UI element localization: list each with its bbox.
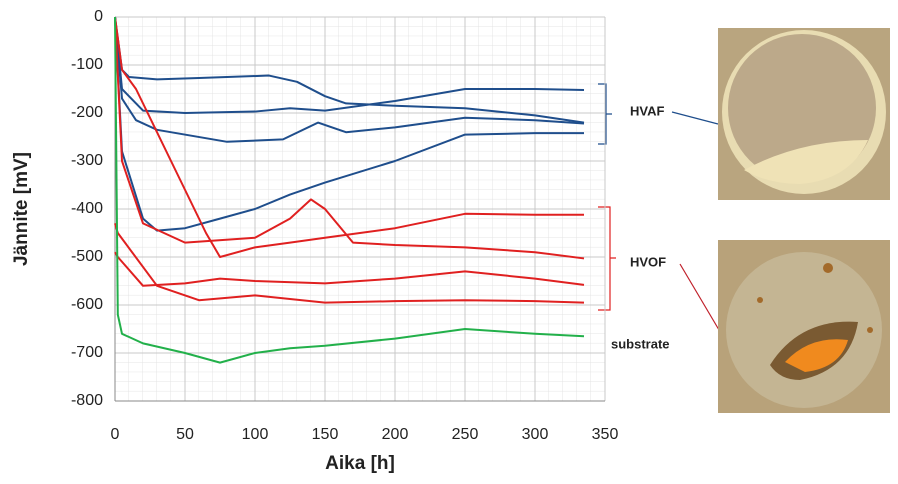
x-tick-label: 250	[452, 426, 479, 443]
hvaf-bracket	[598, 83, 612, 145]
hvaf-connector	[671, 111, 719, 125]
x-tick-label: 100	[242, 426, 269, 443]
series-line	[114, 16, 584, 258]
series-line	[114, 16, 585, 364]
series-line	[114, 16, 585, 260]
series-line	[114, 223, 585, 304]
x-tick-label: 0	[111, 426, 120, 443]
y-tick-label: -400	[71, 200, 103, 217]
y-tick-label: -200	[71, 104, 103, 121]
x-tick-label: 150	[312, 426, 339, 443]
y-tick-label: -100	[71, 56, 103, 73]
hvof-photo	[718, 240, 890, 413]
annotation: substrate	[611, 336, 670, 351]
hvof-connector	[679, 263, 723, 336]
annotation: HVAF	[630, 103, 664, 118]
y-axis-label: Jännite [mV]	[11, 152, 32, 266]
y-tick-label: -500	[71, 248, 103, 265]
x-tick-label: 200	[382, 426, 409, 443]
y-tick-label: -300	[71, 152, 103, 169]
y-tick-label: -600	[71, 296, 103, 313]
x-tick-label: 50	[176, 426, 194, 443]
hvof-bracket	[598, 206, 616, 311]
series-line	[114, 16, 585, 143]
series-line	[114, 16, 585, 124]
y-tick-label: 0	[94, 8, 103, 25]
series-line	[114, 16, 584, 232]
annotation: HVOF	[630, 254, 666, 269]
series-line	[114, 251, 585, 287]
x-axis-label: Aika [h]	[325, 453, 395, 474]
x-tick-label: 300	[522, 426, 549, 443]
hvaf-photo	[718, 28, 890, 200]
y-tick-label: -700	[71, 344, 103, 361]
x-tick-label: 350	[592, 426, 619, 443]
series-line	[114, 16, 585, 114]
y-tick-label: -800	[71, 392, 103, 409]
